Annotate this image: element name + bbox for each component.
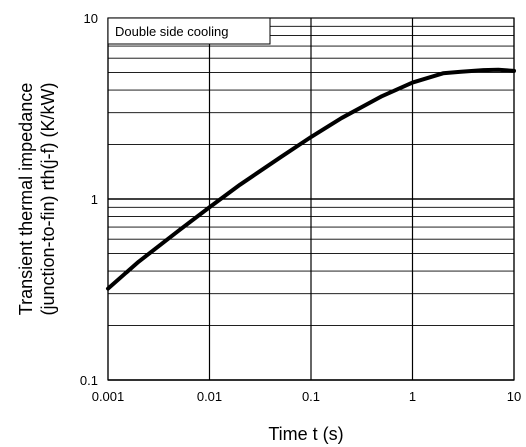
x-tick-label: 0.1: [302, 389, 320, 404]
y-axis-label: Transient thermal impedance (junction-to…: [16, 82, 58, 315]
x-tick-label: 10: [507, 389, 521, 404]
x-tick-label: 0.01: [197, 389, 222, 404]
y-tick-label: 10: [84, 11, 98, 26]
y-tick-label: 1: [91, 192, 98, 207]
x-tick-label: 0.001: [92, 389, 125, 404]
legend-box: Double side cooling: [107, 17, 271, 45]
tick-labels: 0.001 0.01 0.1 1 10 0.1 1 10: [80, 11, 521, 404]
series-line-0: [106, 67, 516, 291]
y-axis-label-line1: Transient thermal impedance: [16, 83, 36, 315]
series-group: [106, 67, 516, 291]
legend-box-rect: [107, 17, 271, 45]
x-axis-label: Time t (s): [268, 424, 343, 444]
legend-annotation: Double side cooling: [115, 24, 228, 39]
x-tick-label: 1: [409, 389, 416, 404]
plot-frame: [107, 17, 515, 381]
y-axis-label-line2: (junction-to-fin) rth(j-f) (K/kW): [38, 82, 58, 315]
y-tick-label: 0.1: [80, 373, 98, 388]
